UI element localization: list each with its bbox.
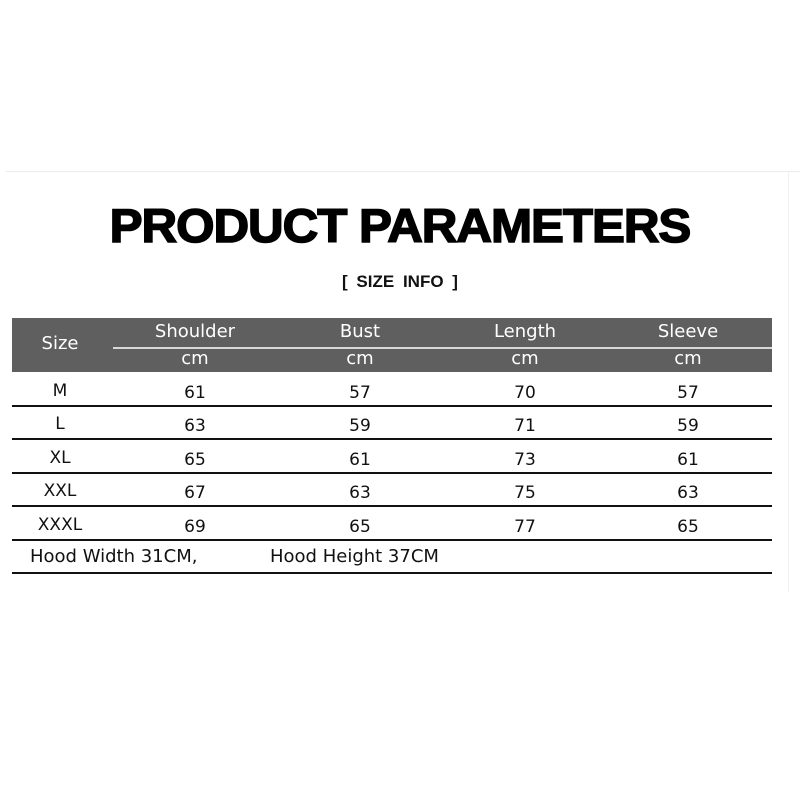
- header-divider: [113, 347, 772, 349]
- value-cell: 63: [349, 483, 371, 503]
- value-cell: 73: [514, 450, 536, 470]
- value-cell: 69: [184, 517, 206, 537]
- value-cell: 71: [514, 416, 536, 436]
- value-cell: 77: [514, 517, 536, 537]
- column-header-shoulder: Shoulder: [154, 321, 236, 342]
- row-divider: [12, 405, 772, 407]
- divider: [6, 171, 800, 172]
- size-cell: XXXL: [37, 515, 83, 535]
- column-unit: cm: [346, 348, 374, 369]
- value-cell: 65: [349, 517, 371, 537]
- value-cell: 63: [184, 416, 206, 436]
- row-divider: [12, 572, 772, 574]
- size-cell: L: [55, 414, 65, 434]
- subtitle: [ SIZE INFO ]: [342, 272, 458, 291]
- value-cell: 63: [677, 483, 699, 503]
- value-cell: 59: [349, 416, 371, 436]
- divider: [788, 172, 789, 592]
- size-cell: M: [52, 381, 68, 401]
- size-cell: XXL: [43, 481, 77, 501]
- value-cell: 65: [184, 450, 206, 470]
- value-cell: 59: [677, 416, 699, 436]
- column-header-bust: Bust: [339, 321, 381, 342]
- value-cell: 61: [677, 450, 699, 470]
- value-cell: 75: [514, 483, 536, 503]
- row-divider: [12, 505, 772, 507]
- column-unit: cm: [181, 348, 209, 369]
- table-header: Size Shoulder cm Bust cm Length cm Sleeve cm: [12, 318, 772, 372]
- page-title: PRODUCT PARAMETERS: [109, 198, 692, 253]
- value-cell: 67: [184, 483, 206, 503]
- column-header-size: Size: [41, 333, 79, 354]
- hood-width-note: Hood Width 31CM,: [30, 546, 198, 567]
- row-divider: [12, 438, 772, 440]
- value-cell: 65: [677, 517, 699, 537]
- size-cell: XL: [49, 448, 71, 468]
- value-cell: 61: [349, 450, 371, 470]
- row-divider: [12, 539, 772, 541]
- hood-height-note: Hood Height 37CM: [270, 546, 439, 567]
- value-cell: 57: [677, 383, 699, 403]
- row-divider: [12, 472, 772, 474]
- column-unit: cm: [674, 348, 702, 369]
- column-header-length: Length: [493, 321, 557, 342]
- column-unit: cm: [511, 348, 539, 369]
- value-cell: 61: [184, 383, 206, 403]
- value-cell: 57: [349, 383, 371, 403]
- column-header-sleeve: Sleeve: [657, 321, 719, 342]
- value-cell: 70: [514, 383, 536, 403]
